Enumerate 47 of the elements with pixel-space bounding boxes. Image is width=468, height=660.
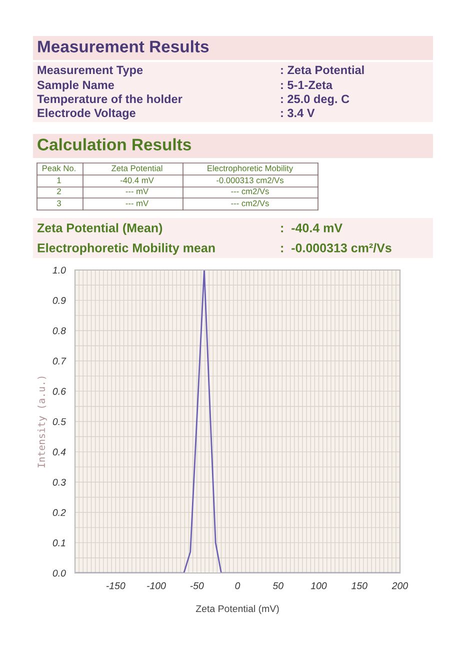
- y-tick-label: 0.7: [52, 358, 66, 365]
- x-tick-label: 200: [392, 582, 408, 590]
- text: Electrophoretic Mobility: [208, 165, 294, 173]
- x-tick-label: -50: [190, 582, 204, 590]
- x-tick-label: 50: [272, 582, 284, 590]
- text: : 5-1-Zeta: [281, 80, 333, 90]
- text: 3: [57, 200, 61, 206]
- text: --- cm2/Vs: [231, 188, 269, 194]
- text: 1: [57, 177, 61, 184]
- y-tick-label: 0.8: [52, 327, 66, 334]
- text: -40.4 mV: [120, 177, 154, 184]
- text: Sample Name: [37, 80, 114, 92]
- x-tick-label: -150: [106, 582, 126, 590]
- x-tick-label: -100: [147, 582, 166, 590]
- text: --- mV: [126, 200, 149, 206]
- y-tick-label: 0.4: [52, 448, 66, 456]
- text: Electrode Voltage: [38, 108, 136, 120]
- text: : 3.4 V: [281, 108, 315, 118]
- x-tick-label: 0: [235, 582, 240, 590]
- y-tick-label: 0.2: [52, 509, 66, 516]
- text: -0.000313 cm2/Vs: [216, 177, 284, 184]
- x-tick-label: 100: [310, 582, 327, 590]
- y-tick-label: 0.9: [52, 297, 66, 304]
- text: --- cm2/Vs: [231, 200, 269, 206]
- text: Temperature of the holder: [37, 94, 182, 106]
- text: Zeta Potential: [112, 165, 162, 172]
- text: Electrophoretic Mobility mean: [38, 243, 215, 255]
- text: --- mV: [126, 188, 149, 194]
- y-tick-label: 0.1: [52, 539, 66, 546]
- text: : Zeta Potential: [281, 66, 364, 74]
- x-axis-title: Zeta Potential (mV): [196, 604, 279, 614]
- y-tick-label: 0.6: [52, 388, 66, 395]
- y-tick-label: 0.0: [52, 570, 66, 577]
- text: Measurement Type: [38, 66, 143, 76]
- y-axis-title: Intensity (a.u.): [37, 376, 47, 468]
- text: : 25.0 deg. C: [281, 94, 350, 106]
- chart-subtitle: Calculation Results: [38, 138, 191, 150]
- text: : -0.000313 cm²/Vs: [281, 243, 392, 252]
- text: : -40.4 mV: [281, 224, 342, 232]
- text: 2: [57, 188, 61, 194]
- chart-title: Measurement Results: [38, 40, 209, 52]
- y-tick-label: 0.3: [52, 478, 66, 486]
- y-tick-label: 1.0: [52, 266, 66, 274]
- text: Peak No.: [42, 165, 76, 172]
- y-tick-label: 0.5: [52, 418, 66, 426]
- x-tick-label: 150: [352, 582, 368, 590]
- text: Zeta Potential (Mean): [37, 223, 162, 235]
